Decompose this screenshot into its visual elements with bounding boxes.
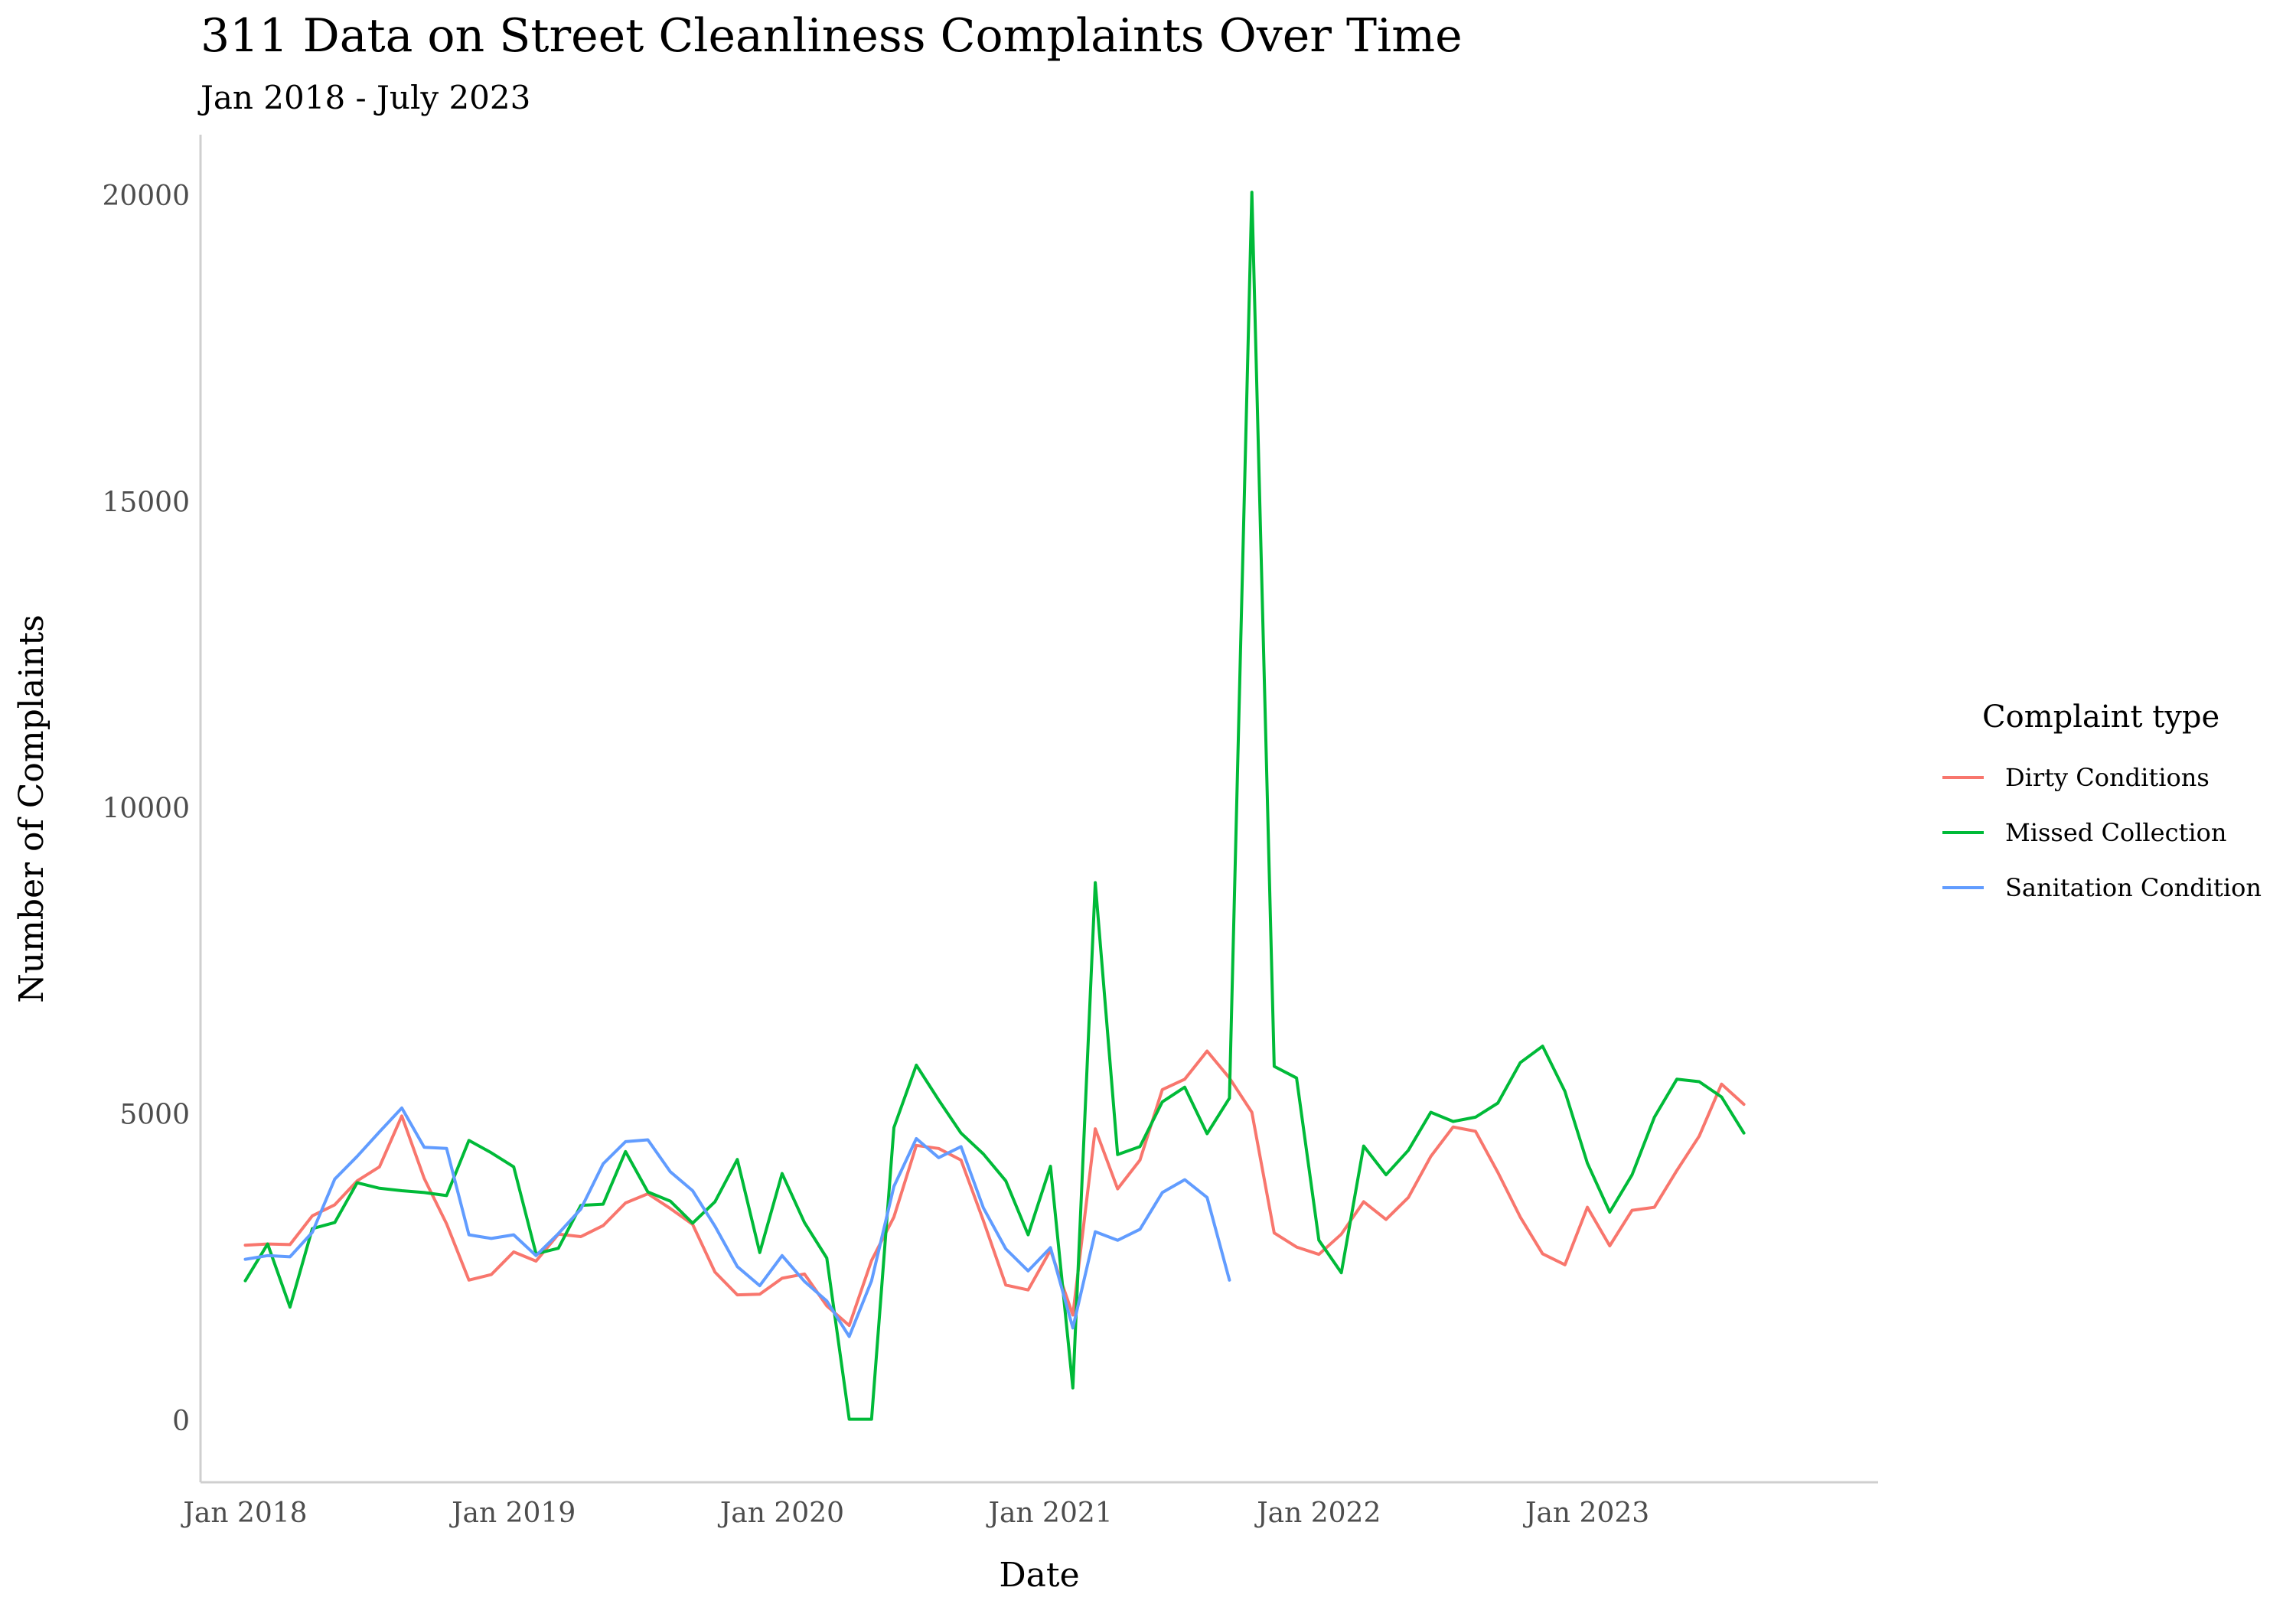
y-tick-label: 5000 [119, 1100, 190, 1131]
x-tick-label: Jan 2021 [986, 1498, 1113, 1529]
y-tick-label: 20000 [102, 181, 190, 212]
x-tick-labels: Jan 2018 Jan 2019 Jan 2020 Jan 2021 Jan 2022… [180, 1498, 1649, 1529]
chart-title: 311 Data on Street Cleanliness Complaint… [201, 9, 1463, 63]
y-tick-label: 10000 [102, 794, 190, 825]
y-tick-labels: 0 5000 10000 15000 20000 [102, 181, 190, 1437]
legend: Dirty Conditions Missed Collection Sanitat… [1942, 763, 2262, 902]
x-tick-label: Jan 2018 [180, 1498, 307, 1529]
series-group [243, 191, 1746, 1421]
legend-label-1: Missed Collection [2005, 818, 2226, 847]
y-axis-title: Number of Complaints [12, 614, 51, 1003]
x-tick-label: Jan 2020 [717, 1498, 844, 1529]
x-axis-title: Date [999, 1556, 1079, 1595]
y-tick-label: 15000 [102, 487, 190, 518]
x-tick-label: Jan 2022 [1254, 1498, 1381, 1529]
y-tick-label: 0 [172, 1406, 190, 1437]
legend-title: Complaint type [1982, 699, 2219, 735]
series-line-0 [243, 1049, 1746, 1328]
x-tick-label: Jan 2019 [448, 1498, 576, 1529]
series-line-2 [243, 1106, 1231, 1338]
series-line-1 [243, 191, 1746, 1421]
x-tick-label: Jan 2023 [1522, 1498, 1649, 1529]
legend-label-0: Dirty Conditions [2005, 763, 2210, 792]
chart-subtitle: Jan 2018 - July 2023 [197, 79, 530, 116]
legend-label-2: Sanitation Condition [2005, 873, 2262, 902]
